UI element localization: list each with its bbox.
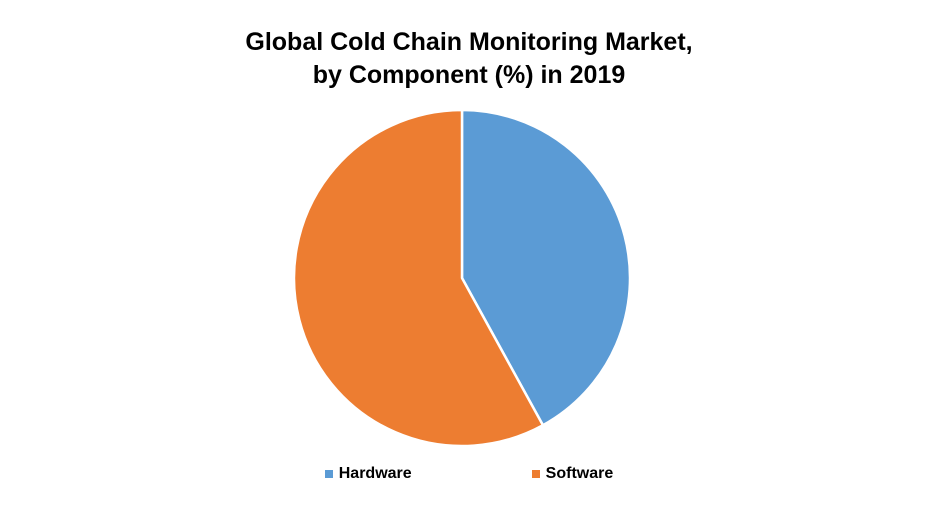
chart-legend: Hardware Software: [0, 465, 938, 483]
chart-title-line-1: Global Cold Chain Monitoring Market,: [245, 28, 693, 56]
legend-label-software: Software: [545, 465, 614, 482]
legend-swatch-software: [531, 470, 540, 478]
pie-slice-software: [292, 108, 545, 448]
chart-title-line-2: by Component (%) in 2019: [312, 61, 626, 89]
legend-item-hardware: Hardware: [324, 465, 412, 483]
legend-label-hardware: Hardware: [338, 465, 412, 482]
pie-slice-hardware: [460, 108, 632, 427]
legend-swatch-hardware: [324, 470, 333, 478]
legend-item-software: Software: [531, 465, 614, 483]
chart-title: Global Cold Chain Monitoring Market, by …: [0, 26, 938, 92]
